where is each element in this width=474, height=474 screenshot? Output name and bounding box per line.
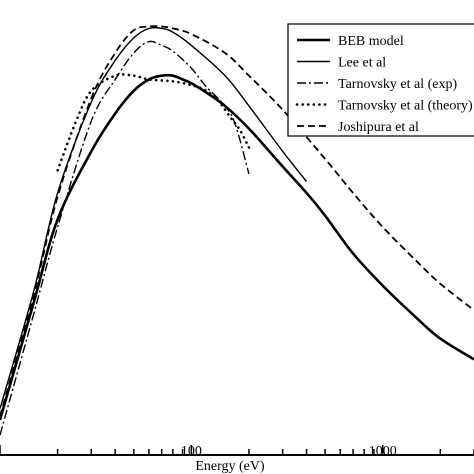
legend-label-3: Tarnovsky et al (exp) — [338, 77, 457, 92]
series-line-1 — [0, 73, 474, 421]
legend-label-5: Joshipura et al — [338, 120, 419, 135]
x-tick-label: 1000 — [369, 444, 397, 459]
series-line-3 — [0, 40, 250, 436]
series-line-2 — [0, 26, 308, 409]
legend-label-4: Tarnovsky et al (theory) — [338, 99, 473, 114]
legend-label-1: BEB model — [338, 34, 404, 49]
plot-frame — [0, 0, 474, 456]
series-line-5 — [0, 25, 474, 417]
legend-box — [287, 23, 474, 137]
curves — [0, 25, 474, 436]
series-line-4 — [56, 73, 251, 172]
x-tick-label: 100 — [181, 444, 202, 459]
x-ticks: 100 1000 — [0, 444, 474, 459]
legend-label-2: Lee et al — [338, 56, 386, 71]
legend: BEB model Lee et al Tarnovsky et al (exp) T… — [287, 23, 474, 137]
x-axis-label: Energy (eV) — [195, 459, 265, 474]
